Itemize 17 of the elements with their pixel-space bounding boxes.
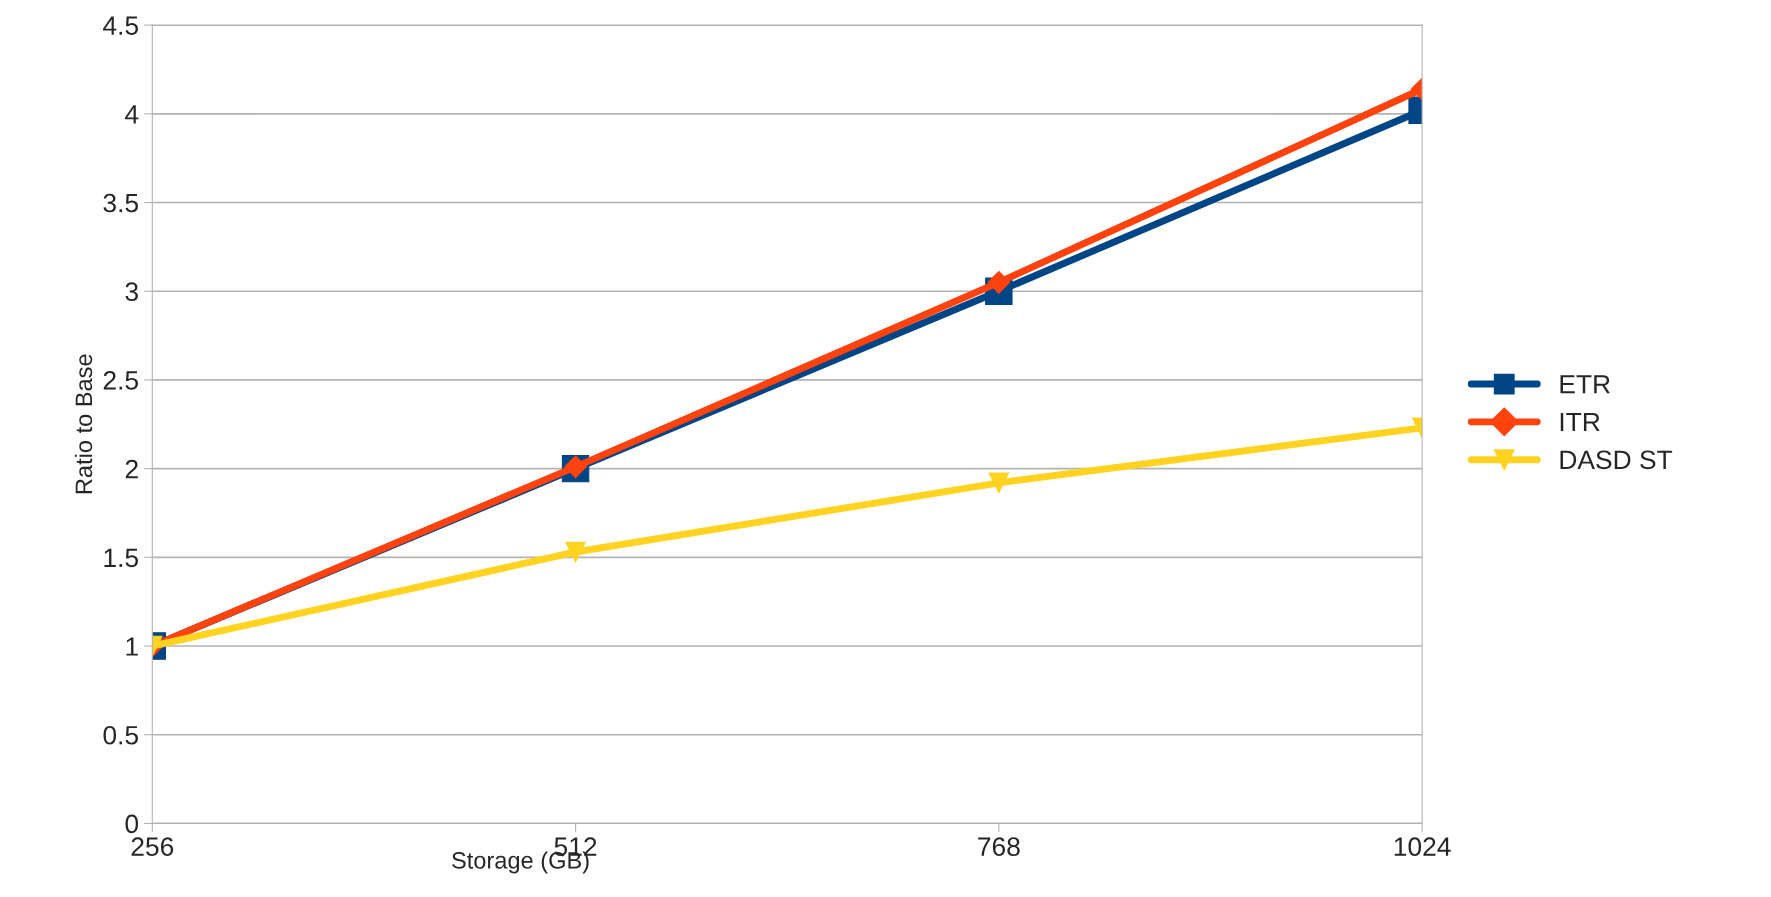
y-tick-label: 0.5 xyxy=(103,725,139,745)
x-tick-label: 768 xyxy=(978,837,1020,857)
y-tick-label: 1 xyxy=(126,637,138,656)
legend-label: ITR xyxy=(1560,412,1600,432)
y-tick-label: 4 xyxy=(125,105,139,124)
legend-label: DASD ST xyxy=(1560,450,1673,470)
x-tick-label: 256 xyxy=(131,837,174,857)
y-tick-label: 4.5 xyxy=(103,16,139,35)
y-tick-label: 2.5 xyxy=(103,371,139,390)
y-tick-label: 3.5 xyxy=(103,193,139,213)
y-tick-label: 3 xyxy=(125,282,138,302)
x-tick-label: 1024 xyxy=(1394,837,1451,857)
y-axis-title: Ratio to Base xyxy=(74,354,93,494)
y-tick-label: 0 xyxy=(125,814,139,834)
legend-label: ETR xyxy=(1560,375,1610,394)
y-tick-label: 2 xyxy=(125,459,138,479)
y-tick-label: 1.5 xyxy=(104,548,139,568)
